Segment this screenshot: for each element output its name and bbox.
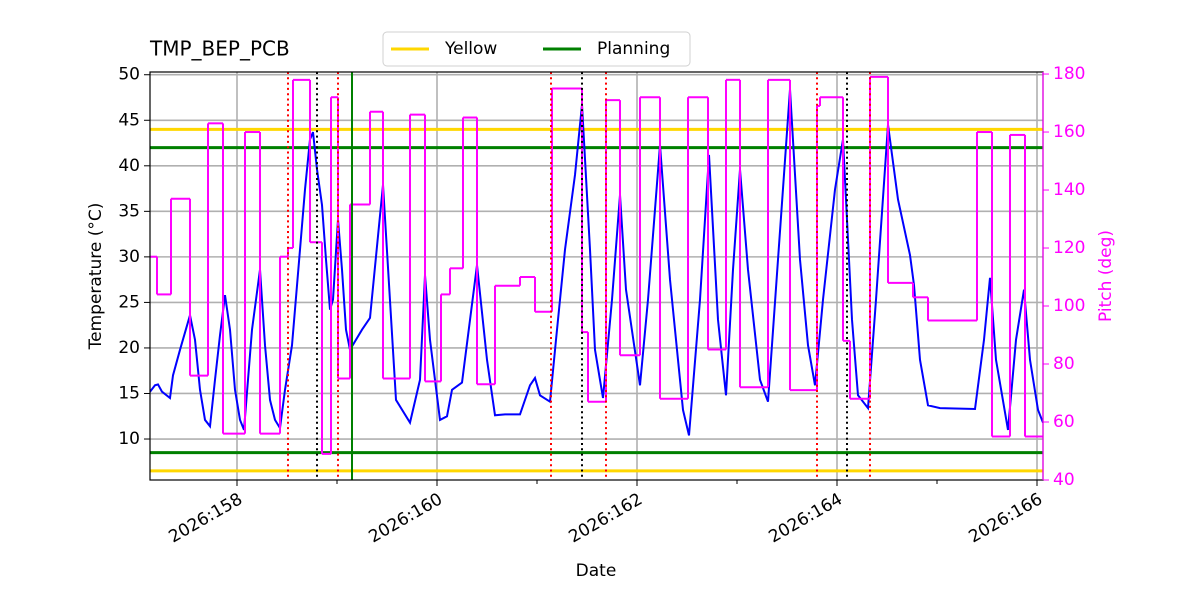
y-tick-label: 15 — [118, 383, 140, 403]
y2-tick-label: 160 — [1053, 122, 1085, 142]
y-axis-label: Temperature (°C) — [86, 203, 106, 351]
y-tick-label: 20 — [118, 338, 140, 358]
y2-tick-label: 120 — [1053, 238, 1085, 258]
y2-tick-label: 100 — [1053, 296, 1085, 316]
y-tick-label: 10 — [118, 429, 140, 449]
x-tick-label: 2026:160 — [365, 489, 446, 547]
y-tick-label: 35 — [118, 201, 140, 221]
x-tick-label: 2026:164 — [765, 489, 846, 547]
y-tick-label: 45 — [118, 110, 140, 130]
y2-axis-label: Pitch (deg) — [1096, 230, 1116, 322]
x-tick-label: 2026:166 — [965, 489, 1046, 547]
y-tick-label: 30 — [118, 247, 140, 267]
temperature-line — [150, 89, 1043, 436]
x-tick-label: 2026:162 — [565, 489, 646, 547]
y2-tick-label: 60 — [1053, 412, 1075, 432]
y-tick-label: 40 — [118, 156, 140, 176]
y-tick-label: 25 — [118, 292, 140, 312]
y2-tick-label: 40 — [1053, 470, 1075, 490]
plot-area — [150, 72, 1043, 480]
legend-label: Planning — [597, 39, 670, 59]
x-tick-label: 2026:158 — [165, 489, 246, 547]
chart-title: TMP_BEP_PCB — [149, 37, 290, 61]
legend-label: Yellow — [444, 39, 497, 59]
y2-tick-label: 140 — [1053, 180, 1085, 200]
axes-frame — [149, 71, 1044, 481]
legend-box — [382, 31, 691, 67]
y2-tick-label: 180 — [1053, 64, 1085, 84]
y-tick-label: 50 — [118, 65, 140, 85]
x-axis-label: Date — [576, 561, 617, 581]
y2-tick-label: 80 — [1053, 354, 1075, 374]
